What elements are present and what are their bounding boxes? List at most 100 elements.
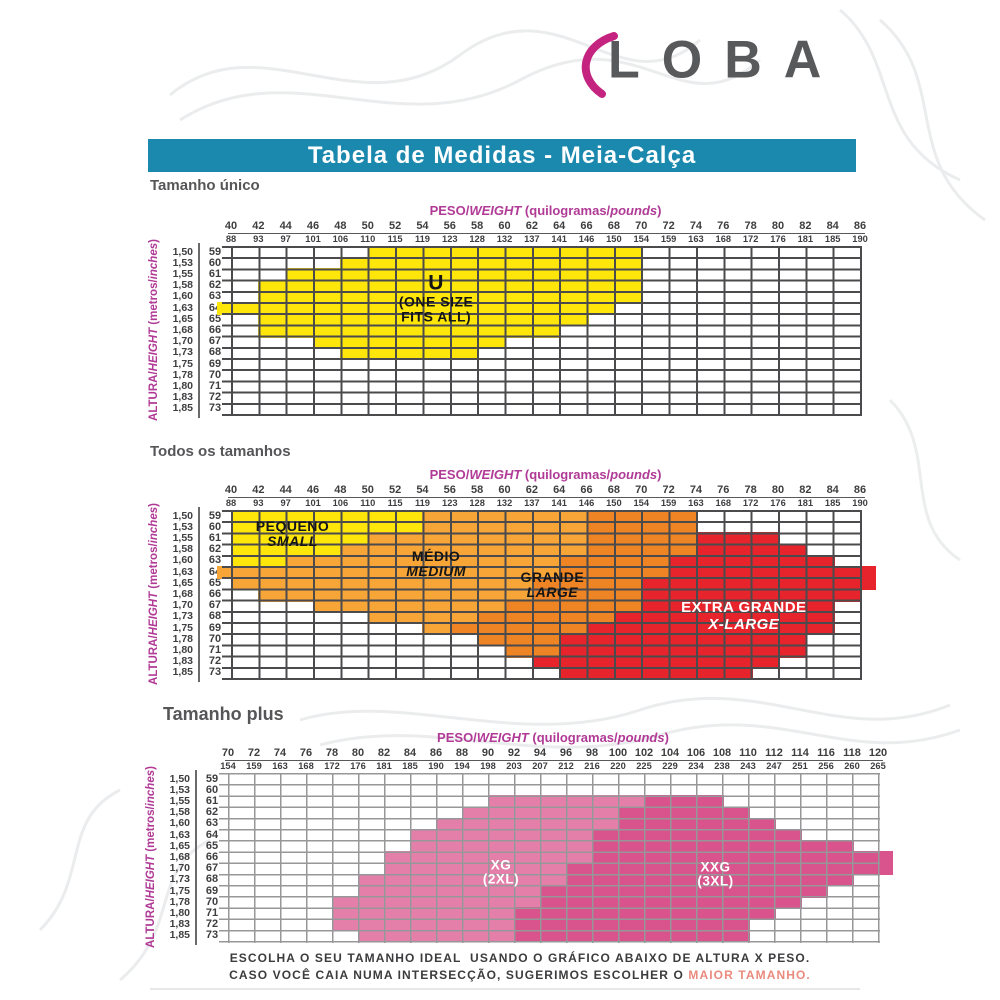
kg-tick-label: 66	[580, 220, 593, 232]
meter-tick-label: 1,78	[172, 368, 193, 381]
grid-vertical-lines	[231, 510, 863, 680]
axis-title-part: pounds	[617, 730, 665, 745]
kg-tick-label: 52	[388, 220, 402, 232]
lbs-tick-label: 181	[797, 234, 814, 244]
kg-tick-label: 60	[498, 220, 511, 232]
lbs-tick-label: 185	[402, 761, 418, 771]
meter-tick-label: 1,80	[172, 380, 193, 392]
meter-tick-label: 1,68	[172, 588, 193, 600]
meter-tick-label: 1,70	[172, 599, 193, 612]
region-label-pequeno: PEQUENO SMALL	[256, 518, 330, 548]
region-label-line: PEQUENO	[255, 517, 330, 534]
axis-title-part: PESO/	[437, 730, 477, 745]
inch-tick-label: 73	[208, 402, 222, 415]
inch-tick-label: 65	[208, 312, 222, 325]
meter-tick-label: 1,53	[169, 783, 190, 796]
kg-tick-label: 84	[826, 220, 839, 232]
meter-tick-label: 1,55	[169, 795, 190, 807]
lbs-tick-label: 172	[742, 234, 759, 244]
kg-tick-label: 108	[712, 747, 732, 759]
inch-tick-label: 66	[208, 588, 222, 600]
lbs-tick-label: 260	[844, 761, 860, 771]
inch-tick-label: 61	[208, 532, 222, 544]
kg-tick-label: 96	[559, 747, 573, 759]
kg-tick-label: 56	[443, 220, 456, 232]
meter-tick-label: 1,70	[172, 335, 193, 348]
axis-title-part: )	[148, 239, 160, 243]
kg-tick-label: 64	[553, 220, 566, 232]
meter-tick-label: 1,83	[169, 918, 190, 931]
kg-tick-label: 50	[361, 220, 374, 232]
lbs-tick-label: 132	[496, 234, 513, 244]
meter-tick-label: 1,50	[172, 245, 193, 258]
inch-tick-label: 71	[208, 644, 222, 656]
axis-title-part: (quilogramas/	[521, 467, 611, 482]
meter-tick-label: 1,63	[169, 828, 190, 841]
kg-tick-label: 92	[507, 747, 521, 759]
meter-tick-label: 1,58	[169, 806, 190, 819]
kg-tick-label: 58	[471, 484, 484, 496]
inch-tick-label: 73	[205, 929, 219, 942]
kg-tick-label: 82	[799, 220, 812, 232]
region-label-line: FITS ALL)	[401, 308, 472, 325]
kg-tick-label: 76	[299, 747, 313, 759]
kg-tick-label: 74	[273, 747, 287, 759]
region-label-extra-grande: EXTRA GRANDE X-LARGE	[681, 600, 806, 633]
kg-tick-label: 80	[771, 220, 785, 232]
lbs-tick-label: 119	[414, 498, 430, 508]
inch-tick-label: 68	[208, 610, 222, 623]
axis-title-part: )	[664, 730, 669, 745]
region-label-xxg: XXG (3XL)	[697, 860, 733, 889]
kg-tick-label: 56	[443, 484, 456, 496]
lbs-tick-label: 154	[633, 498, 650, 508]
meter-tick-label: 1,60	[172, 290, 193, 303]
axis-title-part: (metros/	[145, 806, 157, 855]
meter-tick-label: 1,85	[172, 402, 193, 415]
kg-tick-label: 106	[686, 747, 706, 759]
inch-tick-label: 72	[205, 918, 219, 931]
lbs-tick-label: 181	[376, 761, 392, 771]
kg-tick-label: 82	[377, 747, 391, 759]
meter-tick-label: 1,65	[172, 312, 193, 325]
kg-tick-label: 58	[471, 220, 484, 232]
lbs-tick-label: 128	[469, 234, 485, 244]
meter-tick-label: 1,68	[172, 324, 193, 336]
meter-tick-label: 1,55	[172, 268, 193, 280]
inch-tick-label: 72	[208, 391, 222, 404]
axis-title-part: pounds	[610, 203, 658, 218]
footnote-divider	[150, 988, 860, 990]
inch-tick-label: 70	[205, 895, 219, 908]
axis-title-part: inches	[148, 506, 160, 544]
inch-tick-label: 63	[208, 290, 222, 303]
kg-tick-label: 62	[525, 484, 538, 496]
lbs-tick-label: 154	[633, 234, 650, 244]
meter-tick-label: 1,83	[172, 655, 193, 668]
inch-tick-label: 59	[205, 772, 219, 785]
lbs-tick-label: 106	[332, 498, 349, 508]
inch-tick-label: 63	[208, 554, 222, 567]
lbs-tick-label: 128	[469, 498, 485, 508]
inch-tick-label: 69	[208, 621, 222, 634]
lbs-tick-label: 190	[852, 234, 868, 244]
axis-title-part: WEIGHT	[469, 467, 522, 482]
lbs-tick-label: 194	[454, 761, 470, 771]
kg-tick-label: 76	[717, 220, 730, 232]
lbs-tick-label: 168	[715, 498, 732, 508]
region-label-line: GRANDE	[520, 568, 585, 585]
lbs-tick-label: 115	[387, 498, 403, 508]
weight-axis-title-0: PESO/WEIGHT (quilogramas/pounds)	[430, 203, 662, 218]
inch-tick-label: 59	[208, 245, 222, 258]
lbs-tick-label: 190	[852, 498, 868, 508]
lbs-tick-label: 137	[524, 234, 540, 244]
grid-vertical-lines	[228, 773, 880, 943]
meters-inches-divider	[198, 507, 200, 682]
kg-axis-underline	[228, 496, 866, 499]
region-label-line: (3XL)	[697, 873, 734, 889]
axis-title-part: (quilogramas/	[521, 203, 611, 218]
kg-tick-label: 62	[525, 220, 538, 232]
section-heading-tamanho-plus: Tamanho plus	[163, 704, 284, 724]
inch-tick-label: 66	[208, 324, 222, 336]
lbs-tick-label: 141	[551, 234, 567, 244]
meter-tick-label: 1,85	[169, 929, 190, 942]
